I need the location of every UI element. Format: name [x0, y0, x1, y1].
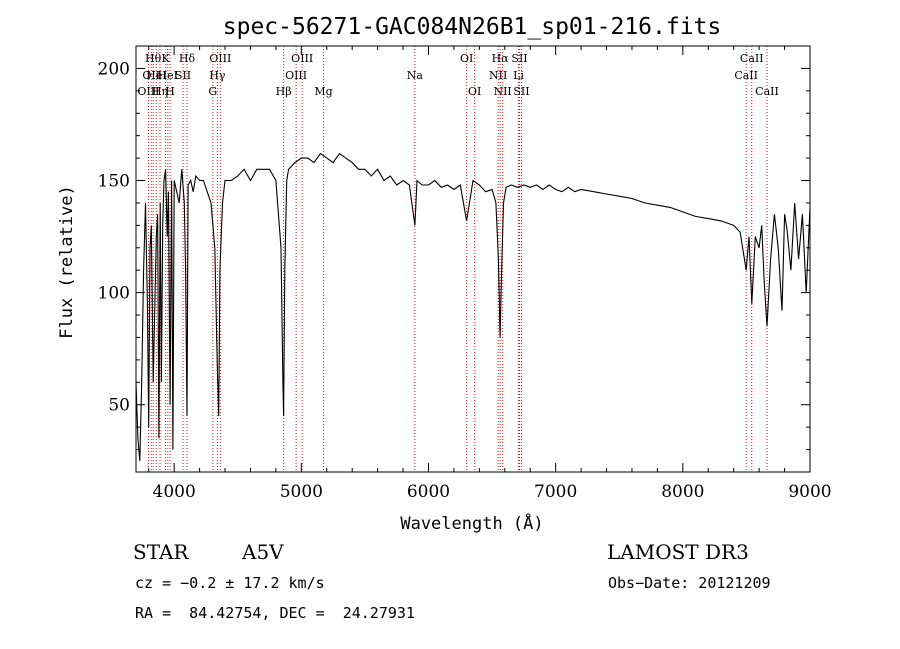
line-label-6: HeI [158, 69, 178, 82]
line-label-0: OIII [137, 85, 159, 98]
ra-dec-coordinates: RA = 84.42754, DEC = 24.27931 [135, 604, 415, 622]
redshift-cz: cz = −0.2 ± 17.2 km/s [135, 574, 325, 592]
line-label-15: OIII [291, 52, 313, 65]
line-label-23: Li [513, 69, 524, 82]
observation-date: Obs−Date: 20121209 [608, 574, 771, 592]
line-label-8: SII [175, 69, 191, 82]
line-label-2: Hθ [145, 52, 162, 65]
y-tick-label: 50 [108, 396, 130, 416]
line-label-10: G [208, 85, 217, 98]
spectral-class: A5V [242, 540, 284, 564]
plot-frame [135, 45, 811, 473]
y-tick-label: 200 [98, 59, 130, 79]
line-label-9: Hδ [179, 52, 196, 65]
line-label-3: HeI [146, 69, 166, 82]
survey-name: LAMOST DR3 [607, 540, 749, 564]
line-label-19: OI [468, 85, 481, 98]
chart-title: spec-56271-GAC084N26B1_sp01-216.fits [223, 14, 722, 40]
line-label-12: OIII [209, 52, 231, 65]
line-label-13: Hβ [276, 85, 292, 98]
spectrum-series-line [135, 152, 811, 461]
y-tick-label: 150 [98, 172, 130, 192]
line-label-11: Hγ [209, 69, 226, 82]
line-label-1: OII [142, 69, 160, 82]
x-tick-label: 4000 [153, 482, 196, 502]
x-tick-label: 6000 [407, 482, 450, 502]
line-label-4: Hη [152, 85, 168, 98]
line-label-24: SII [511, 52, 527, 65]
line-label-28: CaII [755, 85, 779, 98]
line-label-22: NII [493, 85, 511, 98]
line-label-18: OI [460, 52, 473, 65]
x-axis-ticks: 4000 5000 6000 7000 8000 9000 [148, 46, 832, 502]
y-tick-label: 100 [98, 284, 130, 304]
object-type: STAR [133, 540, 189, 564]
y-axis-label: Flux (relative) [57, 185, 77, 339]
x-axis-label: Wavelength (Å) [400, 512, 543, 534]
line-label-16: Mg [314, 85, 332, 98]
emission-line-labels: OIIIOIIHθHeIHηKHeIHSIIHδGHγOIIIHβOIIIOII… [137, 52, 778, 98]
y-axis-ticks: 50 100 150 200 [98, 45, 810, 451]
x-tick-label: 8000 [661, 482, 704, 502]
line-label-26: CaII [734, 69, 758, 82]
line-label-20: NII [489, 69, 507, 82]
x-tick-label: 5000 [280, 482, 323, 502]
line-label-14: OIII [285, 69, 307, 82]
x-tick-label: 7000 [534, 482, 577, 502]
line-label-5: K [162, 52, 171, 65]
line-label-7: H [165, 85, 175, 98]
line-label-25: SII [513, 85, 529, 98]
line-label-21: Hα [492, 52, 510, 65]
line-label-27: CaII [740, 52, 764, 65]
line-label-17: Na [407, 69, 424, 82]
x-tick-label: 9000 [788, 482, 831, 502]
emission-line-markers [147, 46, 768, 472]
